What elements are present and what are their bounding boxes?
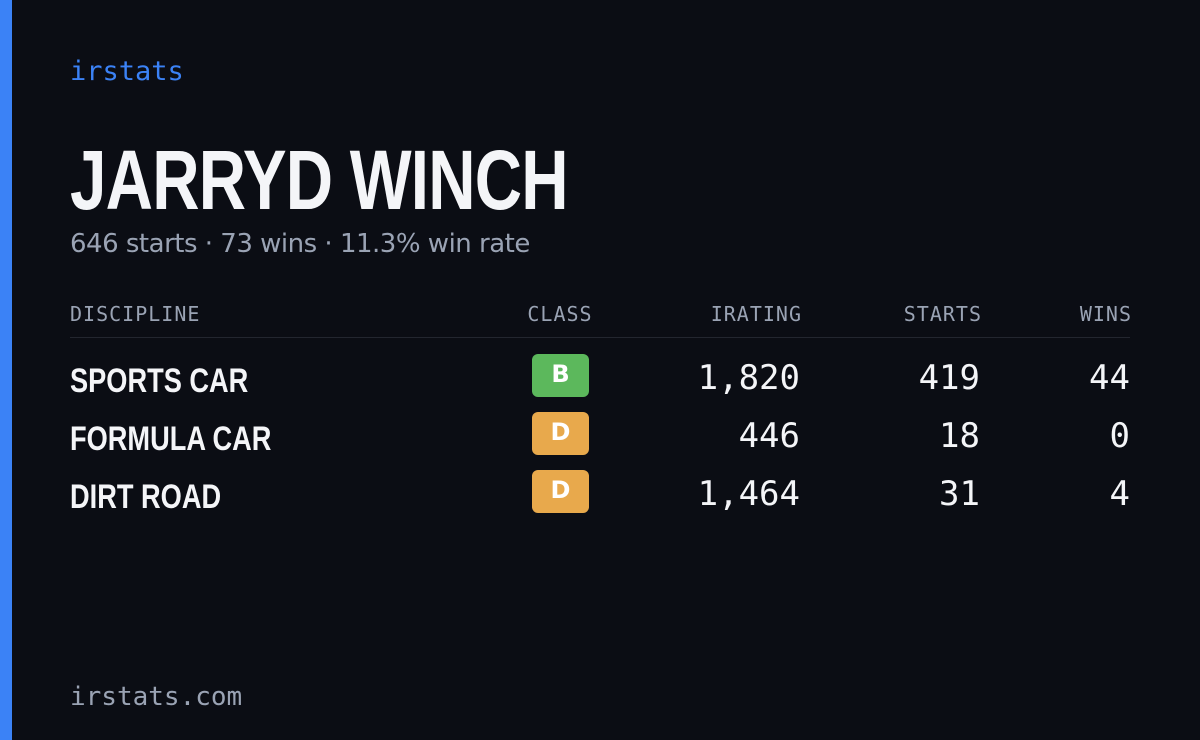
summary: 646 starts · 73 wins · 11.3% win rate — [70, 229, 530, 259]
irating: 1,820 — [697, 358, 800, 398]
class-badge: D — [532, 470, 589, 513]
class-badge: D — [532, 412, 589, 455]
accent-bar — [0, 0, 12, 740]
class-badge: B — [532, 354, 589, 397]
driver-name: JARRYD WINCH — [70, 133, 569, 227]
brand: irstats — [70, 56, 184, 87]
column-header: IRATING — [710, 302, 802, 326]
column-header: DISCIPLINE — [70, 302, 201, 326]
wins: 44 — [1089, 358, 1130, 398]
wins: 4 — [1109, 474, 1130, 514]
discipline: SPORTS CAR — [70, 362, 249, 400]
discipline: DIRT ROAD — [70, 478, 222, 516]
column-header: WINS — [1079, 302, 1132, 326]
starts: 419 — [918, 358, 980, 398]
header-rule — [70, 337, 1130, 338]
discipline: FORMULA CAR — [70, 420, 272, 458]
footer-site: irstats.com — [70, 682, 243, 712]
column-header: STARTS — [903, 302, 982, 326]
column-header: CLASS — [527, 302, 593, 326]
irating: 1,464 — [697, 474, 800, 514]
starts: 18 — [939, 416, 980, 456]
starts: 31 — [939, 474, 980, 514]
irating: 446 — [738, 416, 800, 456]
wins: 0 — [1109, 416, 1130, 456]
